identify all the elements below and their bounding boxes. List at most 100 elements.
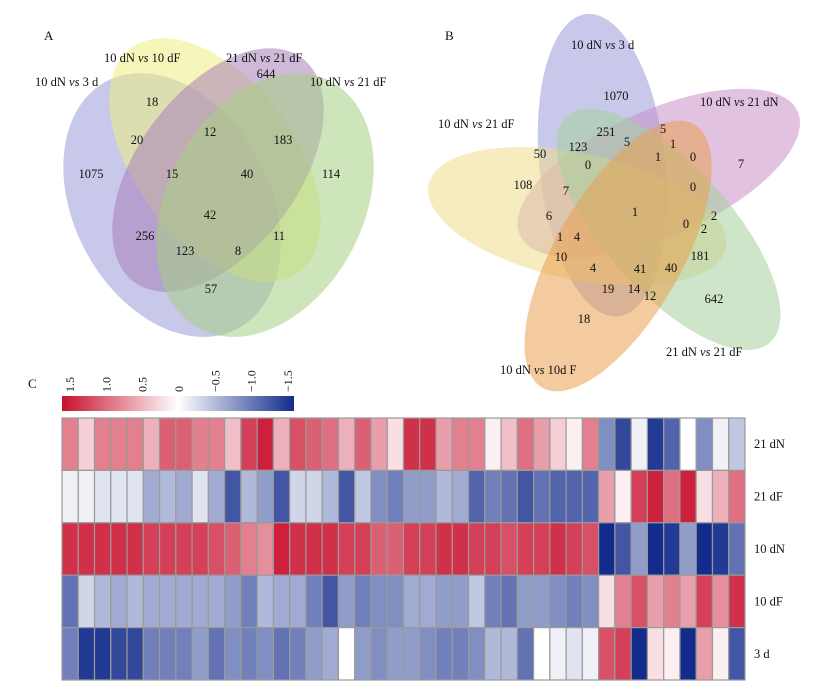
heatmap-cell bbox=[337, 626, 356, 681]
heatmap-cell bbox=[272, 522, 291, 576]
heatmap-cell bbox=[435, 574, 453, 629]
heatmap-cell bbox=[142, 417, 161, 472]
heatmap-cell bbox=[240, 522, 258, 576]
venn-b: B 10 dN vs 3 d 10 dN vs 21 dN 10 dN vs 2… bbox=[427, 13, 800, 392]
heatmap-cell bbox=[728, 574, 746, 629]
heatmap-cell bbox=[711, 469, 730, 524]
heatmap-cell bbox=[110, 522, 128, 576]
heatmap-cell bbox=[207, 574, 226, 629]
heatmap-cell bbox=[240, 469, 258, 524]
venn-a-count: 15 bbox=[166, 167, 179, 181]
venn-a-count: 18 bbox=[146, 95, 159, 109]
heatmap-cell bbox=[614, 574, 632, 629]
venn-b-set-label-3: 10 dN vs 21 dF bbox=[438, 117, 514, 131]
heatmap-cell bbox=[419, 417, 437, 472]
heatmap-cell bbox=[142, 469, 161, 524]
venn-b-count: 0 bbox=[690, 150, 696, 164]
heatmap-cell bbox=[61, 574, 79, 629]
heatmap-cell bbox=[581, 574, 600, 629]
heatmap-cell bbox=[581, 522, 600, 576]
heatmap-cell bbox=[402, 522, 421, 576]
heatmap-cell bbox=[581, 469, 600, 524]
heatmap-cell bbox=[224, 574, 242, 629]
heatmap-cell bbox=[224, 626, 242, 681]
heatmap-cell bbox=[695, 626, 714, 681]
heatmap-cell bbox=[402, 417, 421, 472]
heatmap-cell bbox=[484, 469, 502, 524]
heatmap-cell bbox=[272, 417, 291, 472]
heatmap-cell bbox=[337, 574, 356, 629]
heatmap-cell bbox=[272, 626, 291, 681]
heatmap-cell bbox=[646, 417, 665, 472]
heatmap-cells bbox=[61, 417, 746, 681]
heatmap-cell bbox=[467, 417, 486, 472]
venn-b-set-label-1: 10 dN vs 3 d bbox=[571, 38, 635, 52]
venn-a-set-label-3: 21 dN vs 21 dF bbox=[226, 51, 302, 65]
heatmap-cell bbox=[256, 417, 275, 472]
heatmap-cell bbox=[61, 469, 79, 524]
venn-a-count: 40 bbox=[241, 167, 254, 181]
heatmap-cell bbox=[207, 522, 226, 576]
heatmap-cell bbox=[240, 417, 258, 472]
heatmap-cell bbox=[516, 626, 535, 681]
heatmap-cell bbox=[354, 626, 372, 681]
heatmap-cell bbox=[256, 522, 275, 576]
heatmap-cell bbox=[728, 626, 746, 681]
heatmap-cell bbox=[354, 522, 372, 576]
heatmap-cell bbox=[158, 417, 177, 472]
heatmap-cell bbox=[711, 626, 730, 681]
heatmap-cell bbox=[256, 469, 275, 524]
heatmap-cell bbox=[337, 417, 356, 472]
heatmap-cell bbox=[93, 522, 112, 576]
heatmap-cell bbox=[191, 469, 209, 524]
heatmap-cell bbox=[419, 574, 437, 629]
heatmap-cell bbox=[256, 574, 275, 629]
heatmap-cell bbox=[549, 469, 567, 524]
heatmap-cell bbox=[565, 574, 583, 629]
heatmap-cell bbox=[321, 626, 340, 681]
venn-b-count: 12 bbox=[644, 289, 657, 303]
heatmap-cell bbox=[175, 574, 193, 629]
venn-b-count: 1 bbox=[632, 205, 638, 219]
heatmap-cell bbox=[386, 469, 405, 524]
heatmap-row-label: 3 d bbox=[754, 647, 770, 661]
heatmap-cell bbox=[728, 522, 746, 576]
heatmap-cell bbox=[240, 626, 258, 681]
heatmap-cell bbox=[728, 417, 746, 472]
heatmap-cell bbox=[565, 469, 583, 524]
heatmap-cell bbox=[175, 469, 193, 524]
heatmap-cell bbox=[126, 417, 144, 472]
venn-b-count: 14 bbox=[628, 282, 641, 296]
color-scale-tick-label: −0.5 bbox=[208, 370, 222, 392]
heatmap-cell bbox=[402, 469, 421, 524]
heatmap-cell bbox=[289, 469, 307, 524]
heatmap-cell bbox=[370, 574, 388, 629]
heatmap-cell bbox=[175, 626, 193, 681]
heatmap-cell bbox=[646, 522, 665, 576]
venn-b-count: 50 bbox=[534, 147, 547, 161]
heatmap-cell bbox=[337, 522, 356, 576]
heatmap-cell bbox=[695, 574, 714, 629]
venn-b-count: 1 bbox=[557, 230, 563, 244]
heatmap-cell bbox=[158, 469, 177, 524]
venn-a-count: 20 bbox=[131, 133, 144, 147]
heatmap-cell bbox=[289, 626, 307, 681]
venn-b-count: 181 bbox=[691, 249, 710, 263]
venn-b-count: 41 bbox=[634, 262, 647, 276]
color-scale-tick-label: 0 bbox=[172, 386, 186, 392]
heatmap-cell bbox=[402, 574, 421, 629]
heatmap-row-label: 21 dF bbox=[754, 490, 783, 504]
heatmap-cell bbox=[484, 626, 502, 681]
heatmap-row-label: 10 dF bbox=[754, 594, 783, 608]
venn-b-count: 7 bbox=[563, 184, 569, 198]
heatmap-cell bbox=[289, 417, 307, 472]
heatmap-panel: C 1.5 1.0 0.5 0 −0.5 −1.0 −1.5 21 dN 21 dF 10 dN… bbox=[28, 370, 785, 681]
heatmap-cell bbox=[549, 574, 567, 629]
color-scale-bar bbox=[62, 396, 294, 411]
heatmap-cell bbox=[110, 626, 128, 681]
heatmap-cell bbox=[370, 626, 388, 681]
panel-label-b: B bbox=[445, 28, 454, 43]
heatmap-cell bbox=[663, 626, 681, 681]
heatmap-cell bbox=[532, 417, 551, 472]
venn-b-count: 5 bbox=[624, 135, 630, 149]
